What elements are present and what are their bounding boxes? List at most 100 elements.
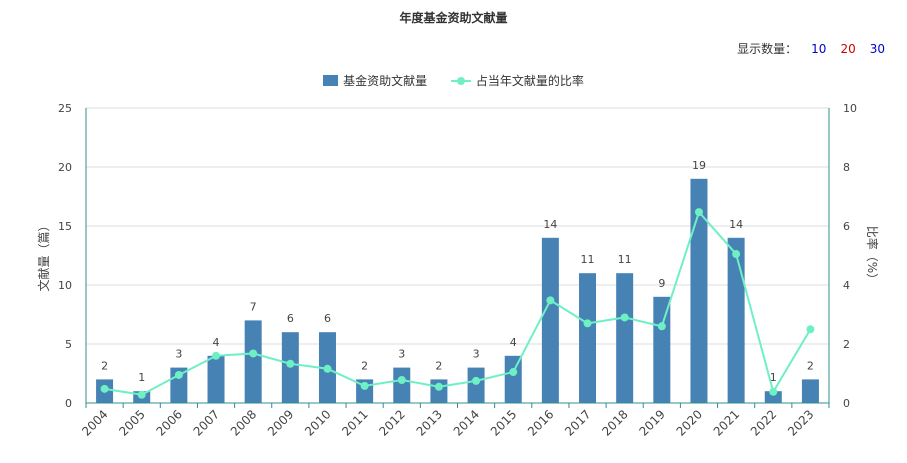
chart-title: 年度基金资助文献量: [399, 11, 508, 25]
legend-bar-swatch-icon: [323, 75, 339, 86]
bar-value-label: 6: [324, 312, 331, 325]
bar-value-label: 3: [398, 348, 405, 361]
bar-value-label: 19: [692, 159, 706, 172]
ratio-line: [104, 210, 812, 396]
bar: [207, 355, 225, 403]
x-tick-label: 2021: [711, 407, 742, 438]
ratio-point: [286, 359, 295, 368]
y-left-tick-label: 5: [65, 338, 72, 351]
bar-value-label: 2: [807, 359, 814, 372]
y-right-tick-label: 10: [843, 102, 857, 115]
display-count-option-30[interactable]: 30: [869, 42, 885, 56]
bar-value-label: 2: [435, 359, 442, 372]
ratio-point: [657, 322, 666, 331]
ratio-point: [769, 387, 778, 396]
ratio-point: [806, 325, 815, 334]
bar-value-label: 11: [618, 253, 632, 266]
bar-value-label: 7: [250, 300, 257, 313]
bar-value-label: 4: [213, 336, 220, 349]
y-left-tick-label: 10: [58, 279, 72, 292]
bar: [653, 296, 671, 403]
x-tick-label: 2023: [785, 407, 816, 438]
ratio-point: [212, 351, 221, 360]
bar-value-label: 2: [101, 359, 108, 372]
x-tick-label: 2016: [525, 407, 556, 438]
y-left-tick-label: 20: [58, 161, 72, 174]
ratio-point: [174, 370, 183, 379]
y-right-tick-label: 2: [843, 338, 850, 351]
bar: [244, 320, 262, 403]
display-count-control: 显示数量： 10 20 30: [737, 40, 885, 57]
bar: [727, 237, 745, 403]
y-right-tick-label: 6: [843, 220, 850, 233]
x-tick-label: 2015: [488, 407, 519, 438]
x-tick-label: 2011: [339, 407, 370, 438]
bar: [504, 355, 522, 403]
y-right-tick-label: 0: [843, 397, 850, 410]
display-count-option-20[interactable]: 20: [840, 42, 856, 56]
bar-value-label: 14: [729, 218, 743, 231]
bar: [579, 273, 597, 403]
bar-value-label: 6: [287, 312, 294, 325]
ratio-point: [360, 381, 369, 390]
x-tick-label: 2018: [599, 407, 630, 438]
bar-value-label: 9: [658, 277, 665, 290]
y-right-axis-title: 比率（%）: [865, 226, 880, 285]
ratio-point: [509, 368, 518, 377]
y-right-tick-label: 8: [843, 161, 850, 174]
bar: [801, 379, 819, 403]
x-tick-label: 2009: [265, 407, 296, 438]
x-tick-label: 2017: [562, 407, 593, 438]
ratio-point: [434, 382, 443, 391]
x-tick-label: 2022: [748, 407, 779, 438]
x-tick-label: 2012: [376, 407, 407, 438]
ratio-point: [583, 319, 592, 328]
bar-value-label: 4: [510, 336, 517, 349]
bar-value-label: 3: [473, 348, 480, 361]
x-tick-label: 2006: [153, 407, 184, 438]
y-left-tick-label: 15: [58, 220, 72, 233]
bar: [467, 367, 485, 403]
x-tick-label: 2013: [414, 407, 445, 438]
bar-value-label: 11: [581, 253, 595, 266]
ratio-point: [100, 384, 109, 393]
x-tick-label: 2005: [116, 407, 147, 438]
ratio-point: [472, 376, 481, 385]
bar-value-label: 1: [770, 371, 777, 384]
ratio-point: [620, 313, 629, 322]
display-count-label: 显示数量：: [737, 42, 798, 56]
x-tick-label: 2008: [228, 407, 259, 438]
line-series: [100, 208, 815, 399]
data-labels: 2 1 3 4 7 6 6 2 3 2 3 4 14 11 11 9 19 14 1 2: [101, 159, 814, 384]
y-right-tick-label: 4: [843, 279, 850, 292]
y-left-axis-title: 文献量（篇）: [36, 219, 51, 291]
bar: [764, 391, 782, 403]
legend-label: 占当年文献量的比率: [475, 74, 584, 88]
ratio-point: [249, 349, 258, 358]
axes: 0 5 10 15 20 25 0 2 4 6 8 10 文献量（篇） 比率（%） 2004 2005 2006…: [36, 102, 880, 439]
legend-item-bar-series[interactable]: 基金资助文献量: [323, 72, 427, 89]
display-count-option-10[interactable]: 10: [811, 42, 827, 56]
x-tick-label: 2019: [636, 407, 667, 438]
bar-value-label: 3: [175, 348, 182, 361]
ratio-point: [546, 296, 555, 305]
x-tick-label: 2007: [191, 407, 222, 438]
y-left-tick-label: 25: [58, 102, 72, 115]
x-tick-label: 2020: [674, 407, 705, 438]
grid-lines: [86, 107, 829, 345]
ratio-point: [397, 375, 406, 384]
ratio-point: [694, 208, 703, 217]
bar-series: [96, 178, 819, 403]
bar: [393, 367, 411, 403]
x-tick-label: 2010: [302, 407, 333, 438]
x-tick-label: 2014: [451, 407, 482, 438]
bar: [690, 178, 708, 403]
legend-item-line-series[interactable]: 占当年文献量的比率: [450, 72, 584, 89]
bar: [541, 237, 559, 403]
chart-legend: 基金资助文献量 占当年文献量的比率: [0, 72, 907, 89]
bar-value-label: 1: [138, 371, 145, 384]
y-left-tick-label: 0: [65, 397, 72, 410]
legend-line-swatch-icon: [450, 75, 471, 86]
ratio-point: [323, 364, 332, 373]
